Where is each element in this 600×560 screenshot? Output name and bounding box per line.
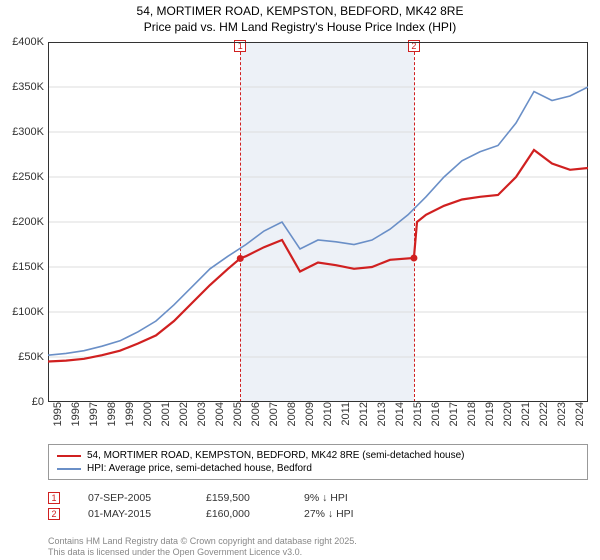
x-tick-label: 2005: [228, 402, 244, 426]
sales-date-1: 07-SEP-2005: [88, 492, 178, 504]
x-tick-label: 2023: [552, 402, 568, 426]
x-tick-label: 2009: [300, 402, 316, 426]
x-tick-label: 2007: [264, 402, 280, 426]
title-line-1: 54, MORTIMER ROAD, KEMPSTON, BEDFORD, MK…: [0, 4, 600, 20]
x-tick-label: 2014: [390, 402, 406, 426]
sales-table: 1 07-SEP-2005 £159,500 9% ↓ HPI 2 01-MAY…: [48, 490, 588, 522]
y-tick-label: £400K: [12, 36, 48, 48]
x-tick-label: 2017: [444, 402, 460, 426]
x-tick-label: 2016: [426, 402, 442, 426]
x-tick-label: 1996: [66, 402, 82, 426]
x-tick-label: 2018: [462, 402, 478, 426]
sales-price-2: £160,000: [206, 508, 276, 520]
sales-row-2: 2 01-MAY-2015 £160,000 27% ↓ HPI: [48, 506, 588, 522]
footer-line-2: This data is licensed under the Open Gov…: [48, 547, 357, 558]
x-tick-label: 2001: [156, 402, 172, 426]
plot-area: 1 2 £0£50K£100K£150K£200K£250K£300K£350K…: [48, 42, 588, 402]
legend-row-price: 54, MORTIMER ROAD, KEMPSTON, BEDFORD, MK…: [57, 449, 579, 462]
sales-price-1: £159,500: [206, 492, 276, 504]
x-tick-label: 2012: [354, 402, 370, 426]
chart-container: 54, MORTIMER ROAD, KEMPSTON, BEDFORD, MK…: [0, 0, 600, 560]
y-tick-label: £50K: [18, 351, 48, 363]
sales-diff-1: 9% ↓ HPI: [304, 492, 394, 504]
x-tick-label: 1997: [84, 402, 100, 426]
x-tick-label: 2019: [480, 402, 496, 426]
x-tick-label: 2015: [408, 402, 424, 426]
y-tick-label: £100K: [12, 306, 48, 318]
sales-diff-2: 27% ↓ HPI: [304, 508, 394, 520]
x-tick-label: 1999: [120, 402, 136, 426]
x-tick-label: 1995: [48, 402, 64, 426]
legend-swatch-price: [57, 455, 81, 457]
x-tick-label: 2020: [498, 402, 514, 426]
legend-label-hpi: HPI: Average price, semi-detached house,…: [87, 463, 312, 474]
sales-marker-2: 2: [48, 508, 60, 520]
footer-note: Contains HM Land Registry data © Crown c…: [48, 536, 357, 558]
y-tick-label: £250K: [12, 171, 48, 183]
y-tick-label: £300K: [12, 126, 48, 138]
x-tick-label: 2010: [318, 402, 334, 426]
y-tick-label: £350K: [12, 81, 48, 93]
legend-swatch-hpi: [57, 468, 81, 470]
sales-date-2: 01-MAY-2015: [88, 508, 178, 520]
title-line-2: Price paid vs. HM Land Registry's House …: [0, 20, 600, 36]
legend-label-price: 54, MORTIMER ROAD, KEMPSTON, BEDFORD, MK…: [87, 450, 465, 461]
x-tick-label: 2008: [282, 402, 298, 426]
x-tick-label: 2004: [210, 402, 226, 426]
x-tick-label: 2022: [534, 402, 550, 426]
y-tick-label: £150K: [12, 261, 48, 273]
x-tick-label: 2021: [516, 402, 532, 426]
chart-title: 54, MORTIMER ROAD, KEMPSTON, BEDFORD, MK…: [0, 0, 600, 35]
x-tick-label: 2013: [372, 402, 388, 426]
x-tick-label: 2003: [192, 402, 208, 426]
legend-row-hpi: HPI: Average price, semi-detached house,…: [57, 462, 579, 475]
sales-marker-1: 1: [48, 492, 60, 504]
x-tick-label: 1998: [102, 402, 118, 426]
x-tick-label: 2006: [246, 402, 262, 426]
x-tick-label: 2024: [570, 402, 586, 426]
x-tick-label: 2002: [174, 402, 190, 426]
x-tick-label: 2000: [138, 402, 154, 426]
sales-row-1: 1 07-SEP-2005 £159,500 9% ↓ HPI: [48, 490, 588, 506]
y-tick-label: £200K: [12, 216, 48, 228]
y-tick-label: £0: [32, 396, 48, 408]
footer-line-1: Contains HM Land Registry data © Crown c…: [48, 536, 357, 547]
legend: 54, MORTIMER ROAD, KEMPSTON, BEDFORD, MK…: [48, 444, 588, 480]
plot-svg: [48, 42, 588, 402]
x-tick-label: 2011: [336, 402, 352, 426]
